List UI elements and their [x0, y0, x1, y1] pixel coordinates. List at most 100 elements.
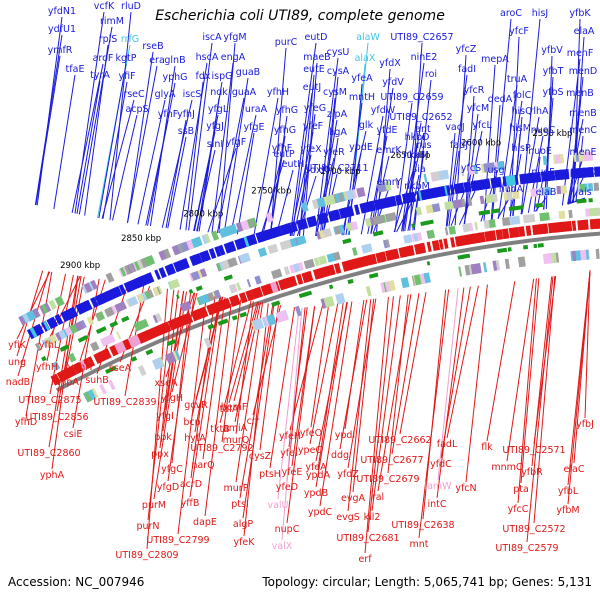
- reverse-leader-line: [436, 287, 465, 499]
- reverse-gene-label: UTI89_C2792: [190, 443, 253, 454]
- reverse-leader-line: [347, 299, 372, 512]
- forward-leader-line: [372, 187, 390, 234]
- forward-gene-label: maeB: [303, 52, 330, 63]
- reverse-gene-label: UTI89_C2875: [18, 395, 81, 406]
- reverse-gene-label: csiE: [64, 429, 83, 440]
- reverse-leader-line: [339, 299, 368, 450]
- forward-gene-label: yfgJ: [206, 121, 224, 132]
- forward-gene-label: iscA: [202, 32, 222, 43]
- reverse-gene-label: valU: [267, 500, 288, 511]
- forward-gene-label: elaA: [574, 26, 595, 37]
- forward-gene-label: rlhA: [529, 106, 549, 117]
- reverse-gene-label: yfeK: [233, 537, 255, 548]
- reverse-leader-line: [446, 285, 479, 439]
- reverse-leader-line: [204, 298, 233, 517]
- forward-gene-label: nuoF: [531, 167, 554, 178]
- reverse-gene-label: UTI89_C2638: [391, 520, 454, 531]
- reverse-leader-line: [531, 276, 553, 467]
- forward-leader-line: [407, 174, 420, 231]
- reverse-gene-label: yfbL: [558, 486, 579, 497]
- forward-leader-line: [101, 99, 135, 219]
- accession-text: Accession: NC_007946: [8, 575, 145, 589]
- forward-gene-label: yfeX: [300, 144, 322, 155]
- forward-leader-line: [290, 131, 314, 237]
- forward-gene-label: tyrA: [90, 70, 110, 81]
- forward-gene-label: alaW: [356, 32, 380, 43]
- reverse-leader-line: [371, 295, 401, 512]
- forward-leader-line: [112, 114, 138, 221]
- forward-gene-label: yfeA: [351, 73, 373, 84]
- forward-gene-label: yfcS: [461, 163, 481, 174]
- forward-gene-label: ant: [415, 124, 431, 135]
- forward-leader-line: [109, 11, 132, 221]
- forward-gene-label: dedA: [488, 94, 513, 105]
- reverse-gene-label: nupC: [275, 524, 300, 535]
- forward-gene-label: yfhJ: [177, 109, 195, 120]
- forward-gene-label: hkbD: [405, 132, 430, 143]
- forward-gene-labels: yfdN1 ydfU1 ymfR tfaE vcfK rluD rimM rplS rrfG kg…: [48, 1, 598, 198]
- forward-gene-label: yfgE: [244, 122, 265, 133]
- forward-gene-label: cysU: [327, 47, 350, 58]
- reverse-gene-label: ptsH: [259, 469, 281, 480]
- forward-leader-line: [521, 116, 540, 215]
- forward-gene-label: ligA: [329, 127, 347, 138]
- reverse-leader-line: [418, 289, 450, 539]
- reverse-gene-label: mnmC: [491, 462, 523, 473]
- reverse-gene-label: yfeA: [305, 462, 327, 473]
- forward-gene-label: purC: [275, 37, 298, 48]
- reverse-gene-label: ypdC: [308, 507, 333, 518]
- forward-leader-line: [322, 173, 338, 236]
- forward-gene-label: rplS: [99, 34, 118, 45]
- forward-gene-label: hisM: [509, 123, 531, 134]
- forward-leader-line: [483, 64, 496, 221]
- forward-gene-label: fadJ: [450, 140, 468, 151]
- forward-leader-lines: [34, 11, 586, 237]
- forward-gene-label: uraA: [245, 104, 268, 115]
- reverse-leader-line: [387, 294, 409, 474]
- forward-gene-label: yfhF: [272, 143, 292, 154]
- forward-gene-label: yfcF: [509, 26, 529, 37]
- reverse-leader-line: [399, 292, 427, 435]
- reverse-gene-label: UTI89_C2799: [146, 535, 209, 546]
- forward-gene-label: nuoA: [499, 184, 524, 195]
- forward-gene-label: UTI89_C2659: [380, 92, 443, 103]
- reverse-leader-line: [422, 289, 447, 520]
- forward-leader-line: [509, 36, 520, 217]
- reverse-gene-label: yfcN: [455, 483, 476, 494]
- reverse-gene-label: mnt: [410, 539, 429, 550]
- forward-gene-label: glyA: [155, 89, 176, 100]
- reverse-leader-line: [16, 271, 51, 340]
- reverse-leader-line: [520, 278, 540, 484]
- forward-leader-line: [394, 102, 413, 233]
- forward-gene-label: yfiF: [118, 71, 135, 82]
- reverse-gene-label: yffB: [181, 498, 200, 509]
- forward-gene-label: sia: [412, 164, 425, 175]
- track-rna-forward: [29, 174, 516, 338]
- forward-leader-line: [569, 76, 584, 204]
- forward-gene-label: yfcM: [467, 103, 489, 114]
- reverse-leader-line: [17, 271, 50, 377]
- forward-leader-line: [188, 42, 213, 231]
- forward-gene-label: ndk: [210, 87, 228, 98]
- forward-leader-line: [98, 63, 127, 219]
- reverse-gene-label: ptsI: [231, 499, 249, 510]
- forward-leader-line: [293, 154, 312, 237]
- forward-leader-line: [275, 169, 294, 236]
- track-gc-forward: [41, 198, 593, 362]
- reverse-leader-line: [242, 304, 275, 519]
- forward-leader-line: [464, 95, 475, 224]
- reverse-leader-line: [48, 275, 79, 448]
- reverse-leader-line: [159, 290, 179, 449]
- forward-gene-label: era: [149, 55, 165, 66]
- forward-gene-label: ssB: [178, 126, 194, 137]
- forward-gene-label: yfgM: [223, 32, 246, 43]
- forward-gene-label: iscS: [183, 89, 202, 100]
- forward-gene-label: ispG: [212, 71, 233, 82]
- forward-gene-label: rus: [417, 140, 432, 151]
- reverse-gene-label: ypdI: [335, 430, 355, 441]
- forward-leader-line: [53, 74, 76, 210]
- reverse-leader-line: [194, 296, 221, 433]
- reverse-gene-label: nadB: [6, 377, 30, 388]
- reverse-leader-line: [391, 293, 420, 455]
- reverse-leader-line: [281, 307, 303, 541]
